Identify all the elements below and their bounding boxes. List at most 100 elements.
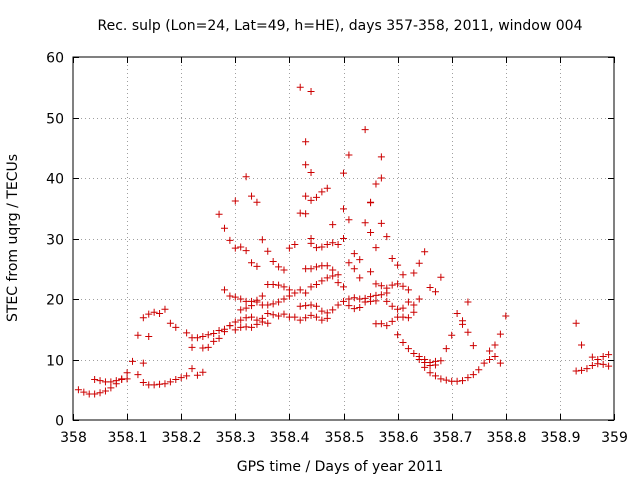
data-point	[361, 126, 369, 134]
data-point	[394, 280, 402, 288]
data-point	[491, 352, 499, 360]
data-point	[139, 378, 147, 386]
data-point	[399, 339, 407, 347]
data-point	[388, 317, 396, 325]
data-point	[475, 366, 483, 374]
data-point	[96, 377, 104, 385]
data-point	[383, 322, 391, 330]
data-point	[253, 198, 261, 206]
data-point	[334, 271, 342, 279]
data-point	[269, 280, 277, 288]
data-point	[426, 284, 434, 292]
data-point	[383, 233, 391, 241]
data-point	[150, 308, 158, 316]
data-point	[156, 310, 164, 318]
data-point	[312, 263, 320, 271]
data-point	[199, 344, 207, 352]
data-point	[410, 349, 418, 357]
data-point	[220, 224, 228, 232]
data-point	[242, 304, 250, 312]
data-point	[312, 280, 320, 288]
data-point	[210, 329, 218, 337]
data-point	[307, 283, 315, 291]
y-tick-label: 50	[46, 112, 64, 128]
data-point	[302, 302, 310, 310]
data-point	[486, 356, 494, 363]
data-point	[118, 375, 126, 383]
data-point	[199, 368, 207, 376]
data-point	[453, 377, 461, 385]
data-point	[469, 342, 477, 350]
data-point	[318, 277, 326, 285]
data-point	[253, 320, 261, 328]
data-point	[280, 266, 288, 274]
data-point	[605, 362, 613, 370]
data-point	[269, 300, 277, 308]
data-point	[231, 326, 239, 334]
data-point	[377, 320, 385, 328]
data-point	[431, 288, 439, 296]
data-point	[285, 244, 293, 252]
data-point	[231, 244, 239, 252]
data-point	[199, 333, 207, 341]
data-point	[253, 262, 261, 270]
data-point	[296, 83, 304, 91]
data-point	[188, 365, 196, 373]
data-point	[172, 323, 180, 331]
data-point	[572, 319, 580, 327]
data-point	[377, 174, 385, 182]
data-point	[334, 241, 342, 249]
data-point	[123, 369, 131, 377]
data-point	[101, 387, 109, 395]
data-point	[421, 363, 429, 371]
data-point	[269, 311, 277, 319]
data-point	[312, 244, 320, 252]
data-point	[410, 308, 418, 316]
data-point	[258, 318, 266, 326]
data-point	[302, 210, 310, 218]
data-point	[280, 310, 288, 318]
data-point	[383, 297, 391, 305]
data-point	[123, 375, 131, 383]
data-point	[377, 219, 385, 227]
data-point	[377, 291, 385, 299]
data-point	[215, 334, 223, 342]
data-point	[296, 286, 304, 294]
data-point	[399, 313, 407, 321]
data-point	[578, 341, 586, 349]
data-point	[394, 261, 402, 269]
y-axis-label: STEC from uqrg / TECUs	[5, 154, 21, 322]
data-point	[96, 389, 104, 397]
data-point	[356, 303, 364, 311]
data-point	[307, 311, 315, 319]
data-point	[161, 380, 169, 388]
data-point	[345, 216, 353, 224]
data-point	[318, 307, 326, 315]
data-point	[464, 298, 472, 306]
data-point	[578, 366, 586, 374]
data-point	[237, 306, 245, 314]
x-tick-label: 358	[60, 430, 87, 446]
data-point	[431, 357, 439, 365]
data-point	[410, 301, 418, 309]
data-point	[264, 310, 272, 318]
data-point	[464, 374, 472, 382]
data-point	[410, 269, 418, 277]
data-point	[91, 390, 99, 398]
x-tick-label: 358.3	[215, 430, 255, 446]
data-point	[350, 294, 358, 302]
data-point	[356, 256, 364, 264]
data-point	[226, 236, 234, 244]
data-point	[588, 353, 596, 361]
data-point	[312, 193, 320, 201]
data-point	[204, 343, 212, 351]
x-tick-label: 358.2	[161, 430, 201, 446]
data-point	[594, 356, 602, 363]
x-tick-label: 358.4	[269, 430, 309, 446]
data-point	[193, 371, 201, 379]
data-point	[404, 286, 412, 294]
data-point	[107, 378, 115, 386]
data-point	[491, 341, 499, 349]
data-point	[258, 292, 266, 300]
data-point	[237, 243, 245, 251]
